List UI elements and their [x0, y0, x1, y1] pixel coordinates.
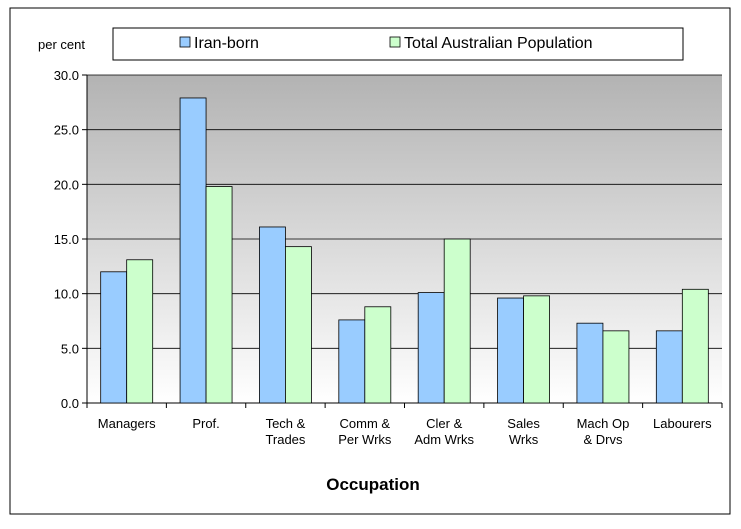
bar — [497, 297, 524, 404]
bar — [523, 295, 550, 404]
bar — [443, 238, 471, 404]
x-tick-label: Comm & Per Wrks — [338, 416, 392, 447]
legend-swatch — [389, 36, 401, 48]
bar — [417, 292, 445, 404]
y-tick-label: 15.0 — [54, 232, 79, 247]
y-tick-label: 0.0 — [61, 396, 79, 411]
legend-label: Total Australian Population — [404, 35, 593, 52]
bar — [126, 259, 154, 404]
y-tick-label: 5.0 — [61, 341, 79, 356]
legend-label: Iran-born — [194, 35, 259, 52]
x-axis-title: Occupation — [326, 475, 420, 494]
bar — [179, 97, 207, 404]
legend-swatch — [179, 36, 191, 48]
bar — [655, 330, 683, 404]
bar — [576, 322, 604, 404]
bar — [285, 246, 312, 404]
y-tick-label: 20.0 — [54, 177, 79, 192]
x-tick-label: Prof. — [192, 416, 219, 431]
y-axis-label: per cent — [38, 37, 85, 52]
bar — [681, 288, 709, 404]
x-tick-label: Managers — [98, 416, 156, 431]
x-tick-label: Sales Wrks — [507, 416, 540, 447]
y-tick-label: 30.0 — [54, 68, 79, 83]
bar — [100, 271, 128, 404]
bar — [259, 226, 286, 404]
x-tick-label: Cler & Adm Wrks — [414, 416, 474, 447]
x-tick-label: Mach Op & Drvs — [577, 416, 630, 447]
x-tick-label: Tech & Trades — [265, 416, 305, 447]
bar — [205, 186, 233, 404]
x-tick-label: Labourers — [653, 416, 712, 431]
y-tick-label: 10.0 — [54, 287, 79, 302]
bar — [602, 330, 630, 404]
bar — [338, 319, 366, 404]
bar — [364, 306, 392, 404]
y-tick-label: 25.0 — [54, 123, 79, 138]
